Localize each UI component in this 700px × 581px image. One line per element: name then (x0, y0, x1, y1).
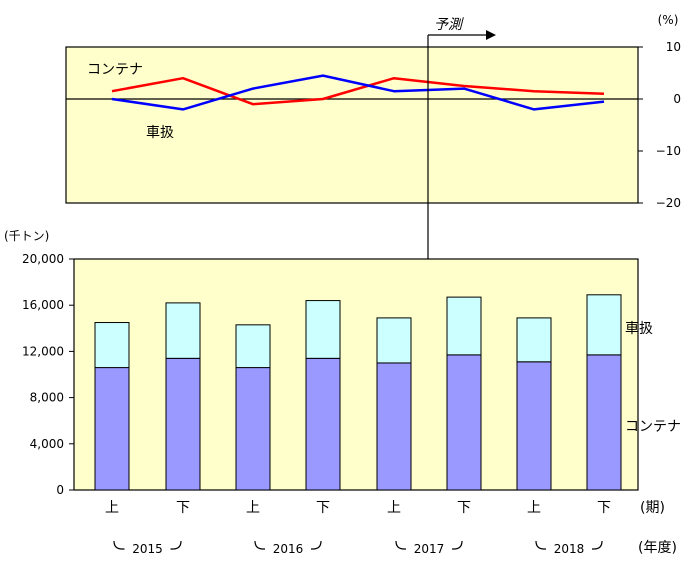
bar-unit-label: (千トン) (4, 229, 49, 243)
bar-wagon (447, 297, 481, 355)
bar-y-tick-label: 4,000 (30, 437, 64, 451)
period-tick-label: 上 (105, 500, 119, 516)
year-axis-label: (年度) (638, 540, 677, 556)
year-label: 2017 (414, 542, 445, 556)
bar-container (306, 358, 340, 490)
bar-wagon (306, 301, 340, 359)
period-tick-label: 上 (527, 500, 541, 516)
bar-y-tick-label: 20,000 (22, 252, 64, 266)
bar-legend-wagon: 車扱 (625, 320, 653, 337)
year-label: 2015 (132, 542, 163, 556)
bar-container (236, 368, 270, 490)
bar-container (447, 355, 481, 490)
series-label-wagon: 車扱 (146, 124, 174, 141)
bar-plot-area (74, 259, 638, 490)
series-label-container: コンテナ (87, 62, 143, 78)
bar-wagon (587, 295, 621, 355)
period-tick-label: 上 (246, 500, 260, 516)
bar-wagon (236, 325, 270, 368)
line-unit-label: (%) (658, 13, 679, 27)
period-tick-label: 下 (176, 500, 190, 516)
year-label: 2018 (554, 542, 585, 556)
bar-container (377, 363, 411, 490)
bar-container (517, 362, 551, 490)
period-tick-label: 下 (316, 500, 330, 516)
line-y-tick-label: −20 (656, 196, 681, 210)
period-axis-label: (期) (640, 500, 665, 516)
bar-container (587, 355, 621, 490)
bar-container (166, 358, 200, 490)
bar-container (95, 368, 129, 490)
period-tick-label: 下 (457, 500, 471, 516)
line-y-tick-label: 0 (673, 92, 681, 106)
bar-wagon (377, 318, 411, 363)
year-label: 2016 (273, 542, 304, 556)
bar-wagon (517, 318, 551, 362)
forecast-arrow-icon (486, 30, 496, 40)
bar-legend-container: コンテナ (625, 419, 681, 435)
bar-y-tick-label: 0 (56, 483, 64, 497)
bar-y-tick-label: 12,000 (22, 344, 64, 358)
period-tick-label: 上 (387, 500, 401, 516)
forecast-label: 予測 (434, 17, 464, 33)
bar-wagon (166, 303, 200, 358)
bar-y-tick-label: 8,000 (30, 391, 64, 405)
bar-wagon (95, 323, 129, 368)
line-y-tick-label: 10 (666, 40, 681, 54)
bar-y-tick-label: 16,000 (22, 298, 64, 312)
line-y-tick-label: −10 (656, 144, 681, 158)
period-tick-label: 下 (597, 500, 611, 516)
